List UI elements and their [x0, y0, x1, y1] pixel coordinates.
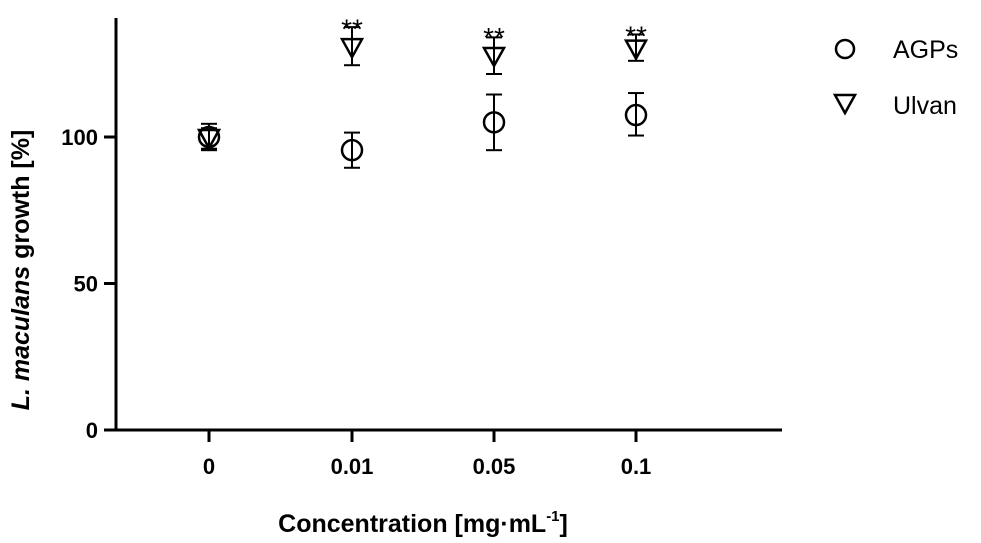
- y-tick-label: 50: [74, 272, 98, 297]
- x-axis-title-unit: mL: [509, 510, 547, 538]
- y-axis-title-italic: L. maculans: [7, 266, 35, 411]
- significance-marker: **: [341, 13, 363, 44]
- data-point-agps: [482, 111, 506, 134]
- legend-label-agps: AGPs: [893, 36, 958, 64]
- legend: AGPs Ulvan: [832, 36, 958, 120]
- x-ticks: 0 0.01 0.05 0.1: [203, 430, 651, 479]
- y-axis-title: L. maculans growth [%]: [7, 130, 35, 411]
- data-point-ulvan: [196, 128, 222, 151]
- significance-marker: **: [625, 21, 647, 52]
- legend-label-ulvan: Ulvan: [893, 92, 957, 120]
- y-ticks: 0 50 100: [61, 125, 116, 443]
- data-point-agps: [624, 103, 648, 127]
- plot-area: ** ** **: [196, 13, 649, 169]
- x-tick-label: 0.01: [331, 454, 374, 479]
- data-point-ulvan: [481, 46, 507, 69]
- x-axis-title-dot: ·: [500, 510, 508, 538]
- y-tick-label: 100: [61, 125, 98, 150]
- legend-marker-ulvan: [832, 93, 858, 116]
- x-axis-title-sup: -1: [546, 508, 559, 525]
- legend-marker-agps: [834, 38, 856, 60]
- x-axis-title: Concentration [mg·mL-1]: [278, 508, 568, 538]
- x-tick-label: 0.1: [621, 454, 652, 479]
- significance-marker: **: [483, 22, 505, 53]
- data-point-ulvan: [339, 37, 365, 60]
- x-tick-label: 0.05: [473, 454, 516, 479]
- y-tick-label: 0: [86, 418, 98, 443]
- data-point-ulvan: [623, 39, 649, 62]
- y-axis-title-rest: growth [%]: [7, 130, 35, 266]
- x-axis-title-main: Concentration [mg: [278, 510, 500, 538]
- x-axis-title-close: ]: [560, 510, 568, 538]
- x-tick-label: 0: [203, 454, 215, 479]
- data-point-agps: [340, 138, 364, 162]
